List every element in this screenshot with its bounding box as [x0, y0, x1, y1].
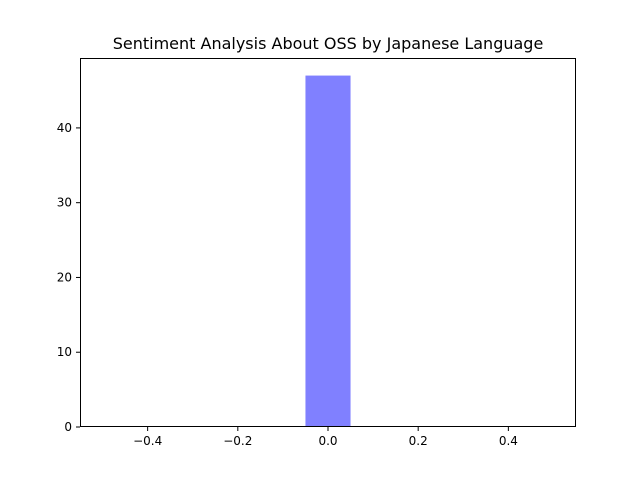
- y-tick-label: 30: [57, 196, 72, 210]
- x-tick-label: −0.4: [133, 434, 162, 448]
- x-tick-label: 0.0: [318, 434, 337, 448]
- x-tick-label: 0.2: [409, 434, 428, 448]
- bar-0: [305, 75, 351, 428]
- plot-frame: [80, 58, 576, 427]
- bars-group: [305, 75, 351, 428]
- chart-title: Sentiment Analysis About OSS by Japanese…: [113, 34, 544, 53]
- x-axis: −0.4 −0.2 0.0 0.2 0.4: [133, 427, 518, 448]
- y-tick-label: 0: [64, 420, 72, 434]
- x-tick-label: −0.2: [223, 434, 252, 448]
- y-tick-label: 40: [57, 121, 72, 135]
- y-tick-label: 10: [57, 345, 72, 359]
- y-tick-label: 20: [57, 270, 72, 284]
- y-axis: 0 10 20 30 40: [57, 121, 80, 434]
- x-tick-label: 0.4: [499, 434, 518, 448]
